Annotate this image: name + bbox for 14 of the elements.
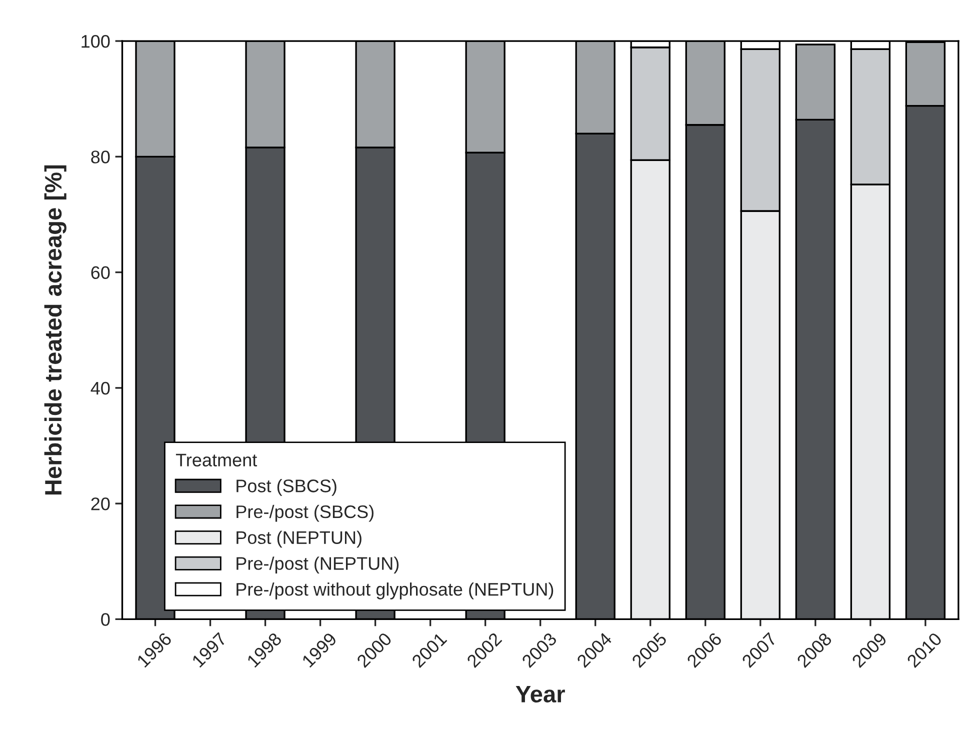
x-axis-title: Year [516,686,565,703]
y-tick-label: 60 [91,266,110,280]
legend-label: Pre-/post (SBCS) [236,504,374,522]
y-tick-label: 100 [82,34,110,48]
y-tick-label: 40 [90,382,110,395]
legend-title: Treatment [176,454,258,466]
y-tick-label: 0 [101,613,110,626]
y-tick-label: 20 [91,497,110,510]
y-tick-label: 80 [91,150,110,164]
legend-label: Pre-/post (NEPTUN) [236,556,399,574]
legend-label: Post (SBCS) [236,479,336,496]
legend-label: Post (NEPTUN) [236,530,362,548]
y-axis-title: Herbicide treated acreage [%] [44,165,66,495]
legend-label: Pre-/post without glyphosate (NEPTUN) [236,582,554,600]
